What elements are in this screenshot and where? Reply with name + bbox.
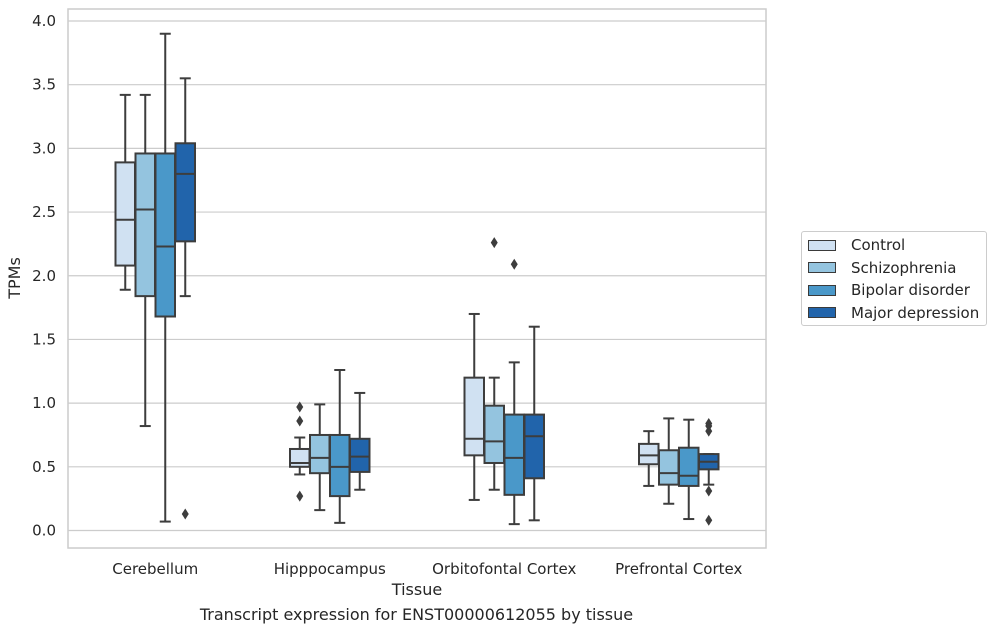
legend-item: Control bbox=[808, 235, 905, 255]
y-tick-label: 2.5 bbox=[32, 203, 56, 221]
box bbox=[134, 93, 156, 428]
legend-item: Bipolar disorder bbox=[808, 280, 970, 300]
outlier-point bbox=[181, 508, 189, 520]
legend-item: Major depression bbox=[808, 303, 979, 323]
legend-label: Bipolar disorder bbox=[851, 281, 970, 299]
box bbox=[174, 77, 196, 520]
legend-swatch bbox=[808, 239, 836, 251]
x-tick-label: Cerebellum bbox=[112, 560, 198, 578]
box-iqr bbox=[523, 413, 545, 480]
legend-label: Schizophrenia bbox=[851, 258, 957, 277]
box-groups bbox=[114, 32, 720, 526]
box bbox=[463, 312, 485, 501]
box bbox=[658, 417, 680, 505]
y-tick-label: 4.0 bbox=[32, 12, 56, 30]
box-iqr bbox=[658, 449, 680, 486]
box-iqr bbox=[349, 437, 371, 473]
y-tick-label: 0.5 bbox=[32, 458, 56, 476]
x-axis-label: Tissue bbox=[391, 580, 442, 599]
box bbox=[503, 258, 525, 526]
box-iqr bbox=[503, 413, 525, 496]
outlier-point bbox=[705, 514, 713, 526]
outlier-point bbox=[510, 258, 518, 270]
x-tick-label: Hipppocampus bbox=[274, 560, 386, 578]
legend: Control Schizophrenia Bipolar disorder Majo… bbox=[801, 231, 987, 326]
legend-swatch bbox=[808, 262, 836, 273]
box-iqr bbox=[638, 442, 660, 466]
box bbox=[309, 403, 331, 512]
legend-label: Major depression bbox=[851, 303, 980, 322]
box-iqr bbox=[174, 142, 196, 243]
box-iqr bbox=[114, 161, 136, 267]
box-iqr bbox=[154, 152, 176, 318]
y-tick-label: 2.0 bbox=[32, 267, 56, 285]
y-tick-label: 1.0 bbox=[32, 394, 56, 412]
box bbox=[154, 32, 176, 523]
x-tick-labels: Cerebellum Hipppocampus Orbitofontal Corte… bbox=[112, 560, 742, 578]
box-iqr bbox=[134, 152, 156, 298]
y-tick-label: 3.5 bbox=[32, 76, 56, 94]
box bbox=[289, 401, 311, 502]
outlier-point bbox=[296, 415, 304, 427]
y-tick-label: 1.5 bbox=[32, 330, 56, 348]
y-axis-label: TPMs bbox=[5, 257, 24, 300]
box bbox=[523, 325, 545, 522]
box bbox=[483, 237, 505, 491]
plot-frame bbox=[67, 8, 767, 549]
box-iqr bbox=[309, 433, 331, 475]
legend-label: Control bbox=[851, 236, 906, 254]
outlier-point bbox=[490, 237, 498, 249]
box bbox=[349, 391, 371, 491]
box-iqr bbox=[483, 404, 505, 464]
box bbox=[329, 369, 351, 524]
outlier-point bbox=[296, 401, 304, 413]
y-tick-label: 0.0 bbox=[32, 522, 56, 540]
box-iqr bbox=[329, 433, 351, 498]
legend-swatch bbox=[808, 284, 836, 296]
y-tick-label: 3.0 bbox=[32, 139, 56, 157]
x-tick-label: Orbitofontal Cortex bbox=[432, 560, 576, 578]
outlier-point bbox=[705, 418, 713, 430]
box-iqr bbox=[289, 447, 311, 468]
outlier-point bbox=[705, 485, 713, 497]
box-iqr bbox=[463, 376, 485, 457]
box bbox=[638, 430, 660, 487]
chart-title: Transcript expression for ENST0000061205… bbox=[199, 605, 634, 624]
x-tick-label: Prefrontal Cortex bbox=[615, 560, 742, 578]
legend-swatch bbox=[808, 307, 836, 318]
box bbox=[678, 418, 700, 521]
box bbox=[114, 93, 136, 291]
legend-item: Schizophrenia bbox=[808, 258, 956, 278]
box bbox=[698, 418, 720, 526]
box-iqr bbox=[678, 446, 700, 487]
outlier-point bbox=[296, 490, 304, 502]
y-tick-labels: 0.0 0.5 1.0 1.5 2.0 2.5 3.0 3.5 4.0 bbox=[32, 12, 56, 540]
